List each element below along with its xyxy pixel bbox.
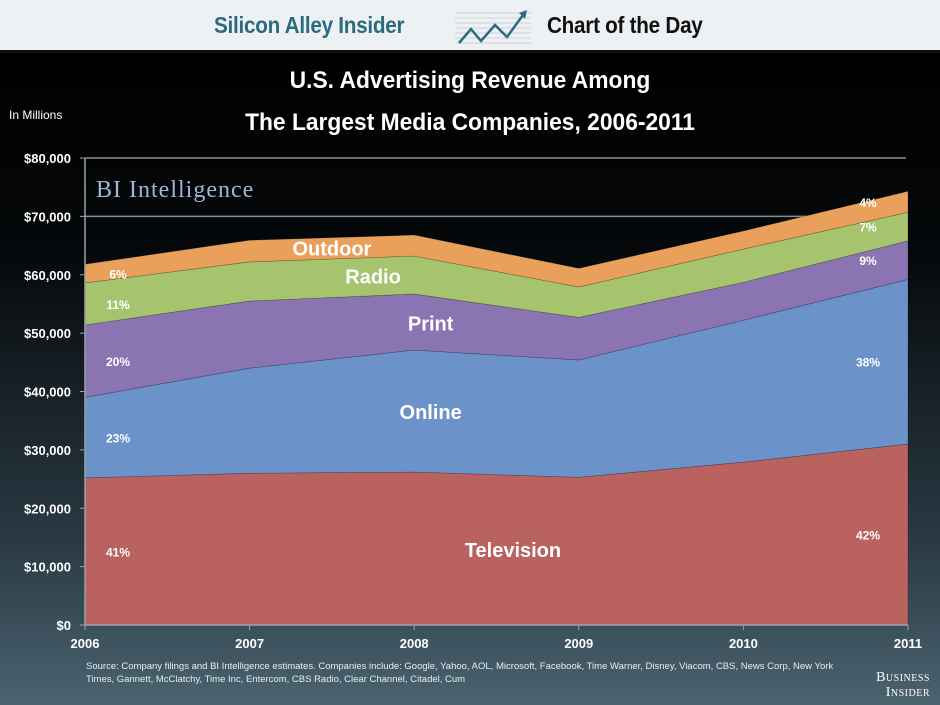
chart-title: U.S. Advertising Revenue Among The Large… bbox=[24, 60, 917, 144]
series-label-radio: Radio bbox=[345, 267, 401, 289]
series-label-print: Print bbox=[408, 314, 454, 336]
series-label-outdoor: Outdoor bbox=[292, 238, 371, 260]
x-tick-label: 2010 bbox=[729, 636, 758, 651]
title-line-1: U.S. Advertising Revenue Among bbox=[289, 67, 651, 94]
series-label-television: Television bbox=[465, 540, 561, 562]
rising-line-chart-icon bbox=[455, 10, 531, 44]
y-tick-label: $60,000 bbox=[24, 268, 71, 283]
bi-intelligence-watermark: BI Intelligence bbox=[96, 177, 254, 203]
pct-label-2011: 4% bbox=[859, 196, 877, 210]
pct-label-2011: 42% bbox=[856, 529, 880, 543]
pct-label-2006: 41% bbox=[106, 545, 130, 559]
pct-label-2006: 6% bbox=[109, 268, 127, 282]
y-tick-label: $80,000 bbox=[24, 151, 71, 166]
pct-label-2011: 7% bbox=[859, 221, 877, 235]
y-tick-label: $20,000 bbox=[24, 501, 71, 516]
y-tick-label: $70,000 bbox=[24, 209, 71, 224]
x-tick-label: 2007 bbox=[235, 636, 264, 651]
y-tick-label: $0 bbox=[57, 618, 71, 633]
pct-label-2011: 38% bbox=[856, 356, 880, 370]
x-tick-label: 2011 bbox=[894, 636, 922, 651]
x-tick-label: 2008 bbox=[400, 636, 429, 651]
brand-name: Silicon Alley Insider bbox=[214, 12, 405, 38]
title-line-2: The Largest Media Companies, 2006-2011 bbox=[245, 109, 695, 136]
logo-line-2: Insider bbox=[885, 685, 930, 700]
y-tick-label: $30,000 bbox=[24, 443, 71, 458]
source-note: Source: Company filings and BI Intellige… bbox=[86, 661, 834, 685]
pct-label-2006: 23% bbox=[106, 432, 130, 446]
business-insider-logo: Business Insider bbox=[876, 670, 930, 700]
area-outdoor bbox=[84, 190, 909, 288]
pct-label-2006: 11% bbox=[106, 298, 130, 312]
section-name: Chart of the Day bbox=[547, 12, 703, 38]
y-axis-unit-label: In Millions bbox=[9, 108, 63, 122]
y-tick-label: $10,000 bbox=[24, 560, 71, 575]
header-bar: Silicon Alley Insider Chart of the Day bbox=[0, 0, 940, 53]
pct-label-2011: 9% bbox=[859, 254, 877, 268]
y-tick-label: $50,000 bbox=[24, 326, 71, 341]
pct-label-2006: 20% bbox=[106, 355, 130, 369]
x-tick-label: 2006 bbox=[71, 636, 100, 651]
y-tick-label: $40,000 bbox=[24, 385, 71, 400]
logo-line-1: Business bbox=[876, 670, 930, 685]
series-label-online: Online bbox=[400, 402, 462, 424]
x-tick-label: 2009 bbox=[564, 636, 593, 651]
